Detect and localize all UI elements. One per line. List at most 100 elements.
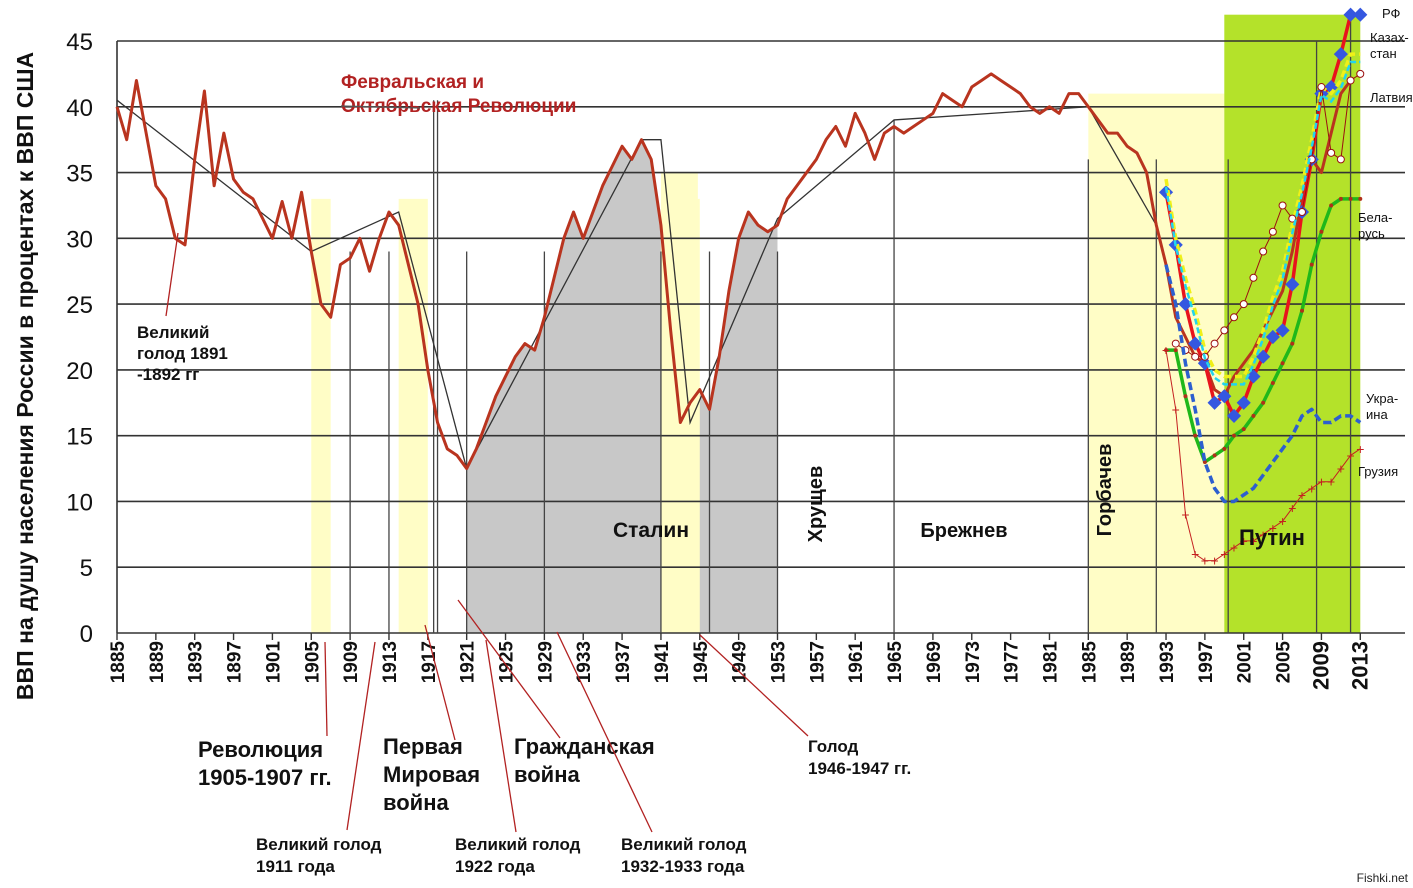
y-tick-15: 15: [66, 424, 93, 451]
series-латвия-point: [1356, 69, 1365, 78]
country-label-line: Грузия: [1358, 464, 1398, 479]
series-латвия-point: [1346, 76, 1355, 85]
x-tick-1969: 1969: [924, 641, 945, 683]
era-label-brezhnev: Брежнев: [920, 520, 1007, 542]
country-labels: РФ Казах-стан Латвия Бела-русь Укра-ина Грузи…: [1358, 6, 1413, 479]
series-грузия-point: +: [1356, 441, 1364, 457]
series-беларусь-point: [1319, 229, 1324, 234]
x-tick-1977: 1977: [1002, 641, 1023, 683]
y-tick-25: 25: [66, 292, 93, 319]
x-tick-1885: 1885: [108, 641, 129, 684]
x-tick-1985: 1985: [1079, 641, 1100, 684]
series-рф-point: [1217, 389, 1232, 404]
country-label-line: Латвия: [1370, 90, 1413, 105]
series-грузия-point: +: [1337, 461, 1345, 477]
country-label-украина: Укра-ина: [1366, 391, 1398, 422]
series-казахстан-line: [1164, 52, 1361, 379]
country-label-line: ина: [1366, 407, 1388, 422]
series-грузия-point: +: [1210, 553, 1218, 569]
x-tick-1917: 1917: [419, 641, 440, 683]
y-tick-35: 35: [66, 161, 93, 188]
trend-line: [116, 99, 1157, 471]
series-грузия-point: +: [1220, 546, 1228, 562]
series-рф-point: [1353, 7, 1368, 22]
series-рф-point: [1285, 277, 1300, 292]
y-tick-20: 20: [66, 358, 93, 385]
x-tick-1981: 1981: [1040, 641, 1061, 684]
x-tick-1989: 1989: [1118, 641, 1139, 683]
series-беларусь-point: [1251, 413, 1256, 418]
era-label-stalin: Сталин: [613, 519, 689, 542]
annotation-wwi-line: Мировая: [383, 762, 480, 787]
x-tick-1921: 1921: [458, 641, 479, 684]
annotation-famine-1946-line: 1946-1947 гг.: [808, 759, 911, 778]
country-label-line: Казах-: [1370, 30, 1409, 45]
annotation-wwi: Первая Мировая война: [383, 734, 480, 815]
x-tick-1961: 1961: [846, 641, 867, 684]
series-грузия-point: +: [1308, 480, 1316, 496]
series-латвия-point: [1220, 326, 1229, 335]
country-label-грузия: Грузия: [1358, 464, 1398, 479]
annotation-civil-war-leader: [457, 599, 561, 739]
country-label-line: Укра-: [1366, 391, 1398, 406]
country-label-line: русь: [1358, 226, 1385, 241]
era-label-gorbachev: Горбачев: [1094, 444, 1116, 537]
annotation-famine-1932-leader: [556, 631, 653, 833]
series-латвия-point: [1288, 214, 1297, 223]
series-грузия-point: +: [1181, 507, 1189, 523]
series-lines: ++++ + + + + + + + + +++ + + +++ +: [115, 7, 1368, 569]
series-беларусь-point: [1212, 453, 1217, 458]
series-грузия-point: +: [1240, 533, 1248, 549]
annotation-revolution-line: Октябрьская Революции: [341, 96, 576, 117]
series-грузия-point: +: [1191, 546, 1199, 562]
annotation-famine-1891-line: голод 1891: [137, 344, 228, 363]
series-латвия-point: [1327, 148, 1336, 157]
annotation-famine-1911: Великий голод 1911 года: [256, 835, 382, 876]
series-беларусь-point: [1193, 433, 1198, 438]
x-tick-1997: 1997: [1196, 641, 1217, 683]
x-tick-1937: 1937: [613, 641, 634, 683]
region-band-1914: [398, 198, 428, 633]
x-tick-1965: 1965: [885, 641, 906, 684]
series-латвия-point: [1239, 300, 1248, 309]
series-беларусь-point: [1222, 446, 1227, 451]
country-label-рф: РФ: [1382, 6, 1401, 21]
series-беларусь-point: [1183, 394, 1188, 399]
series-украина-line: [1164, 264, 1362, 504]
x-tick-1929: 1929: [535, 641, 556, 683]
x-tick-1993: 1993: [1157, 641, 1178, 683]
series-рф-point: [1333, 47, 1348, 62]
era-label-brezhnev-line: Брежнев: [920, 520, 1007, 542]
series-россия-line: [115, 72, 1352, 471]
series-беларусь-point: [1290, 341, 1295, 346]
annotation-famine-1891-leader: [165, 232, 179, 317]
era-label-putin: Путин: [1239, 525, 1305, 550]
annotation-wwi-leader: [424, 624, 456, 741]
annotation-famine-1932-line: Великий голод: [621, 835, 747, 854]
series-беларусь-point: [1358, 196, 1363, 201]
annotation-wwi-line: Первая: [383, 734, 463, 759]
series-латвия-point: [1171, 339, 1180, 348]
series-беларусь-point: [1173, 348, 1178, 353]
annotation-revolution-1905-line: 1905-1907 гг.: [198, 765, 332, 790]
annotation-revolution-1905: Революция 1905-1907 гг.: [198, 737, 332, 790]
series-латвия-point: [1259, 247, 1268, 256]
series-грузия-point: +: [1317, 474, 1325, 490]
x-tick-1973: 1973: [963, 641, 984, 683]
region-путин: [1224, 14, 1361, 633]
series-беларусь-point: [1338, 196, 1343, 201]
y-tick-30: 30: [66, 226, 93, 253]
series-рф-point: [1207, 395, 1222, 410]
series-рф-point: [1265, 329, 1280, 345]
series-беларусь-point: [1202, 459, 1207, 464]
annotation-famine-1922-leader: [485, 639, 517, 833]
annotation-famine-1891: Великий голод 1891 -1892 гг: [137, 323, 228, 384]
y-tick-5: 5: [80, 555, 93, 582]
x-tick-1909: 1909: [341, 641, 362, 683]
series-грузия-point: +: [1278, 513, 1286, 529]
x-tick-2005: 2005: [1274, 641, 1295, 684]
series-рф-point: [1178, 297, 1193, 312]
series-рф-point: [1275, 323, 1290, 338]
